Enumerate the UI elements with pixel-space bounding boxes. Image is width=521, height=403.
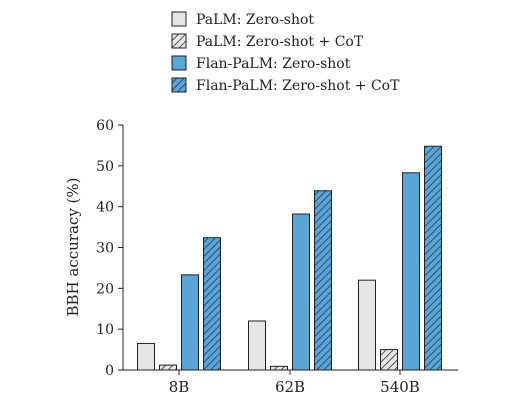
- legend-label: Flan-PaLM: Zero-shot + CoT: [196, 78, 400, 94]
- x-tick-label: 8B: [169, 378, 190, 396]
- y-tick-label: 50: [96, 159, 114, 175]
- bar-540b-series-1: [358, 279, 376, 371]
- y-axis-label: BBH accuracy (%): [64, 177, 82, 316]
- y-tick-label: 10: [96, 322, 114, 338]
- y-tick-label: 30: [96, 241, 114, 257]
- y-tick-label: 20: [96, 281, 114, 297]
- axes: 0 10 20 30 40 50 60 8B 62B 540B: [96, 118, 458, 396]
- x-tick-label: 540B: [380, 378, 420, 396]
- bar-540b-series-3: [402, 172, 420, 371]
- bar-62b-series-1: [248, 320, 266, 371]
- y-tick-label: 0: [105, 363, 114, 379]
- bar-8b-series-4: [203, 237, 221, 371]
- bar-8b-series-2: [159, 364, 177, 371]
- legend-label: Flan-PaLM: Zero-shot: [196, 56, 351, 72]
- bar-8b-series-1: [137, 342, 155, 371]
- legend-swatch: [171, 11, 187, 27]
- legend-swatch: [171, 33, 187, 49]
- legend-swatch: [171, 77, 187, 93]
- bar-62b-series-2: [270, 365, 288, 371]
- bar-62b-series-4: [314, 190, 332, 371]
- legend: PaLM: Zero-shot PaLM: Zero-shot + CoT Flan…: [171, 11, 400, 94]
- bar-540b-series-4: [424, 145, 442, 371]
- bar-62b-series-3: [292, 213, 310, 371]
- y-tick-label: 40: [96, 200, 114, 216]
- legend-label: PaLM: Zero-shot: [196, 12, 314, 28]
- bar-540b-series-2: [380, 349, 398, 371]
- bars: [137, 145, 442, 371]
- legend-label: PaLM: Zero-shot + CoT: [196, 34, 364, 50]
- x-tick-label: 62B: [275, 378, 305, 396]
- bar-8b-series-3: [181, 274, 199, 371]
- y-tick-label: 60: [96, 118, 114, 134]
- legend-swatch: [171, 55, 187, 71]
